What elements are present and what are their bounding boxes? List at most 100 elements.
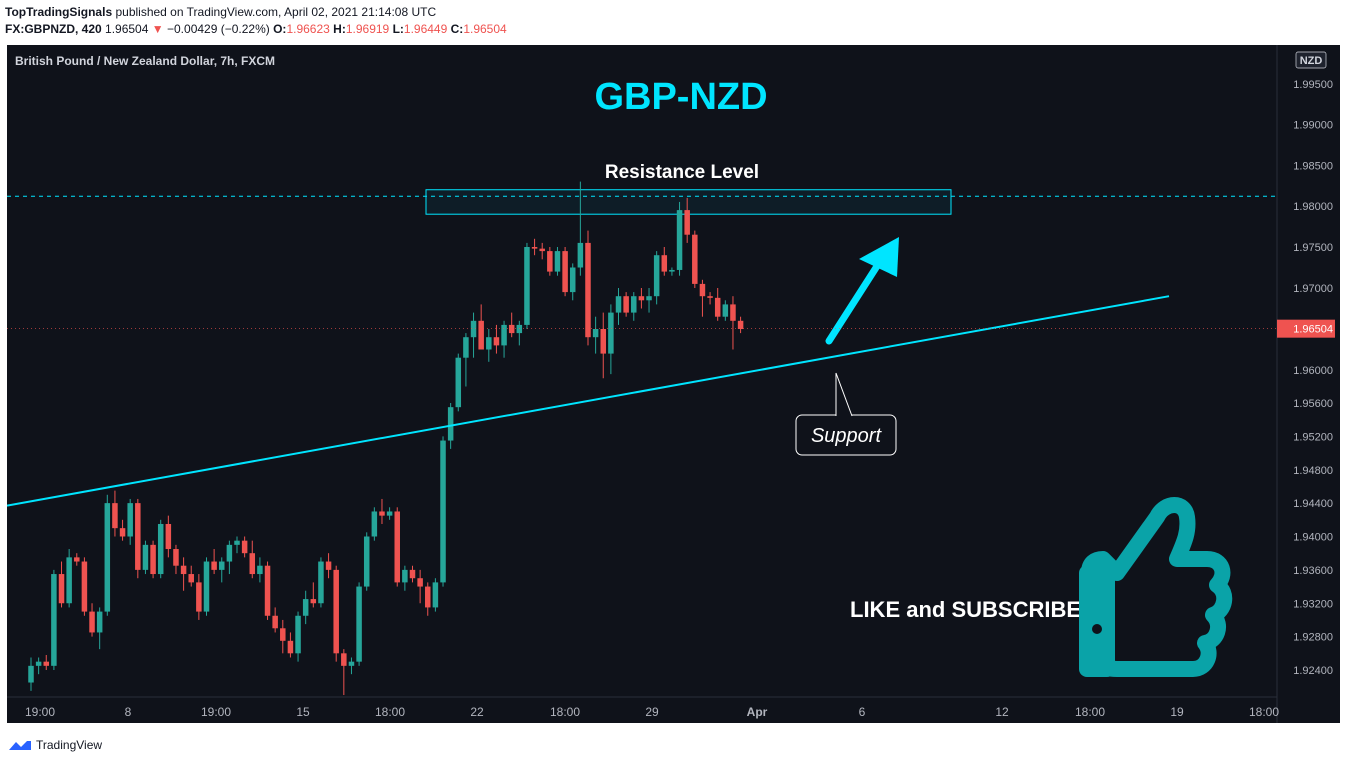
candle-body [409, 569, 416, 579]
price-tick-label: 1.93600 [1293, 565, 1333, 577]
candle-body [127, 503, 133, 537]
time-tick-label: 12 [995, 705, 1009, 719]
time-axis[interactable]: 19:00 8 19:00 15 18:00 22 18:00 29 Apr 6 12 18:00 19… [25, 705, 1279, 719]
candle-body [707, 296, 713, 298]
candle-body [692, 234, 698, 284]
support-trendline [6, 295, 1170, 507]
candle-body [562, 251, 568, 293]
candle-body [196, 582, 202, 612]
price-tick-label: 1.94000 [1293, 532, 1333, 544]
candle-body [592, 329, 599, 338]
time-tick-label: 18:00 [550, 705, 580, 719]
time-tick-label: 18:00 [1249, 705, 1279, 719]
candle-body [66, 557, 72, 604]
candle-body [722, 304, 729, 317]
author-name[interactable]: TopTradingSignals [5, 5, 113, 19]
price-tick-label: 1.94800 [1293, 465, 1333, 477]
price-tick-label: 1.97000 [1293, 283, 1333, 295]
candle-body [554, 251, 561, 272]
candle-body [104, 503, 111, 612]
candle-body [386, 511, 393, 516]
tradingview-logo-icon [9, 741, 31, 750]
price-tick-label: 1.92800 [1293, 632, 1333, 644]
support-callout [795, 372, 897, 456]
open-value: 1.96623 [286, 22, 330, 36]
close-label: C: [450, 22, 464, 36]
candle-body [51, 574, 57, 666]
candle-body [356, 586, 362, 662]
candle-body [112, 503, 118, 529]
time-tick-label: 22 [470, 705, 484, 719]
candle-body [608, 312, 614, 354]
candle-body [394, 511, 400, 583]
candle-body [646, 296, 652, 301]
candle-body [325, 561, 332, 570]
candle-body [142, 544, 149, 570]
candle-body [478, 320, 484, 350]
time-tick-label: 19:00 [25, 705, 55, 719]
candle-body [493, 337, 500, 346]
time-tick-label: 18:00 [375, 705, 405, 719]
chart-background [7, 45, 1340, 723]
candles-group [28, 181, 744, 696]
candle-body [241, 540, 248, 554]
last-price-badge [1277, 319, 1335, 338]
thumbs-up-icon [1079, 497, 1233, 677]
candle-body [669, 269, 675, 272]
candle-body [74, 557, 80, 562]
time-tick-label: 8 [125, 705, 132, 719]
candle-body [531, 247, 538, 249]
candle-body [43, 661, 50, 666]
time-tick-label: 19:00 [201, 705, 231, 719]
high-label: H: [333, 22, 346, 36]
price-tick-label: 1.98500 [1293, 160, 1333, 172]
low-label: L: [392, 22, 404, 36]
candle-body [257, 565, 263, 575]
overlays-group [6, 295, 1170, 507]
candle-body [516, 324, 523, 334]
candle-body [470, 320, 477, 338]
chart-title: GBP-NZD [594, 76, 767, 118]
candle-body [455, 357, 462, 408]
price-tick-label: 1.95600 [1293, 398, 1333, 410]
chart-panel[interactable]: British Pound / New Zealand Dollar, 7h, … [6, 45, 1340, 723]
candle-body [615, 296, 622, 313]
candle-body [35, 661, 42, 666]
candle-body [653, 255, 660, 297]
candle-body [135, 503, 141, 570]
close-value: 1.96504 [463, 22, 507, 36]
change-value: −0.00429 (−0.22%) [167, 22, 270, 36]
candle-body [264, 565, 271, 616]
candle-body [371, 511, 378, 537]
published-text: published on TradingView.com, April 02, … [115, 5, 437, 19]
time-tick-label: 15 [296, 705, 310, 719]
candle-body [737, 320, 744, 329]
tradingview-logo-text[interactable]: TradingView [36, 738, 103, 752]
candle-body [486, 337, 492, 350]
price-tick-label: 1.95200 [1293, 431, 1333, 443]
price-tick-label: 1.99500 [1293, 79, 1333, 91]
candle-body [501, 324, 507, 346]
symbol-label: FX:GBPNZD, 420 [5, 22, 102, 36]
currency-badge: NZD [1300, 55, 1323, 67]
candle-body [539, 248, 545, 252]
candle-body [318, 561, 324, 604]
candle-body [302, 599, 309, 616]
time-tick-label: Apr [747, 705, 768, 719]
candle-body [295, 615, 301, 654]
footer: TradingView [8, 735, 102, 755]
candle-body [165, 523, 172, 550]
price-axis[interactable]: 1.99500 1.99000 1.98500 1.98000 1.97500 1.970… [7, 79, 1335, 677]
candle-body [432, 582, 439, 608]
candle-body [310, 599, 317, 604]
candle-body [188, 574, 194, 583]
candle-body [157, 523, 164, 575]
candle-body [28, 665, 34, 683]
candlestick-chart[interactable]: British Pound / New Zealand Dollar, 7h, … [6, 45, 1340, 723]
candle-body [363, 536, 370, 587]
candle-body [623, 296, 629, 313]
price-tick-label: 1.96000 [1293, 365, 1333, 377]
price-tick-label: 1.93200 [1293, 598, 1333, 610]
candle-body [577, 242, 584, 268]
candle-body [180, 565, 187, 575]
